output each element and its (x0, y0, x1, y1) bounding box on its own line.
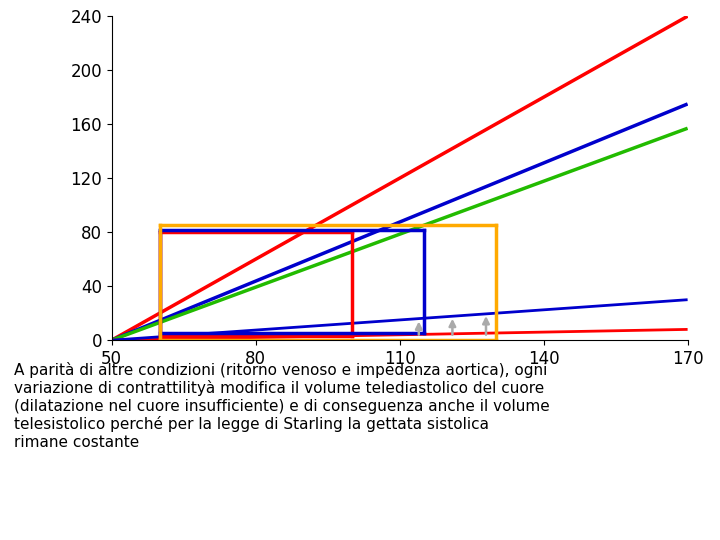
Text: A parità di altre condizioni (ritorno venoso e impedenza aortica), ogni
variazio: A parità di altre condizioni (ritorno ve… (14, 362, 550, 450)
